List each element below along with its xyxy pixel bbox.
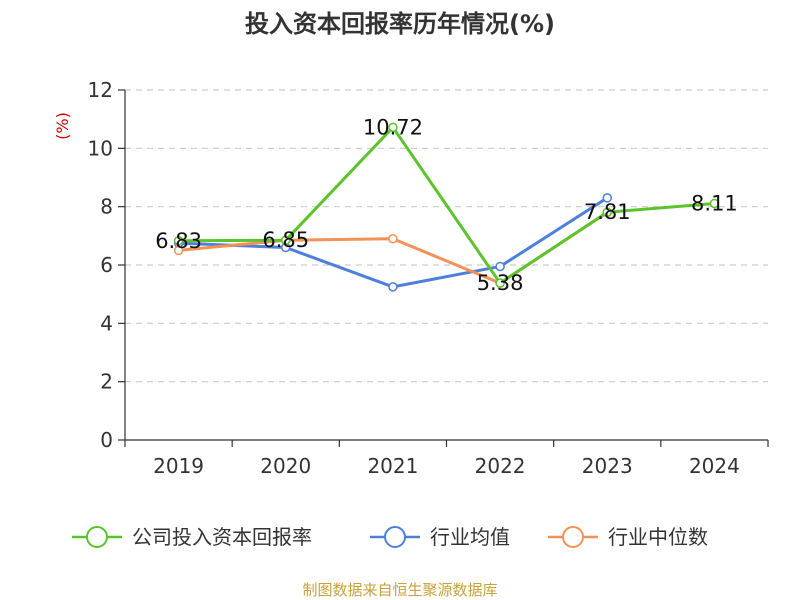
y-tick-label: 10 (88, 136, 113, 160)
legend-item: 行业中位数 (548, 525, 708, 549)
data-point (281, 235, 291, 245)
data-point (173, 245, 184, 256)
x-tick-label: 2020 (260, 454, 311, 478)
series-line (178, 125, 715, 285)
y-axis-label: (%) (53, 112, 72, 140)
data-point (173, 236, 184, 246)
data-label: 6.85 (262, 228, 309, 252)
legend-swatch-marker (562, 526, 584, 548)
data-label: 6.83 (155, 229, 202, 253)
legend: 公司投入资本回报率 行业均值 行业中位数 (72, 525, 708, 549)
series-layer (173, 122, 720, 292)
y-tick-labels: 0 2 4 6 8 10 12 (88, 78, 113, 452)
source-note: 制图数据来自恒生聚源数据库 (302, 581, 497, 599)
y-tick-label: 0 (100, 428, 113, 452)
legend-item: 行业均值 (370, 525, 510, 549)
data-label: 5.38 (477, 271, 524, 295)
x-tick-label: 2019 (153, 454, 204, 478)
y-tick-label: 12 (88, 78, 113, 102)
chart-title: 投入资本回报率历年情况(%) (245, 10, 555, 38)
y-tick-label: 2 (100, 370, 113, 394)
data-label: 10.72 (363, 115, 423, 139)
x-tick-labels: 2019 2020 2021 2022 2023 2024 (153, 454, 740, 478)
x-tick-label: 2022 (475, 454, 526, 478)
data-point (495, 261, 505, 272)
legend-item: 公司投入资本回报率 (72, 525, 312, 549)
data-point (388, 234, 398, 244)
y-tick-label: 4 (100, 311, 113, 335)
legend-label: 公司投入资本回报率 (132, 525, 312, 549)
data-labels: 6.83 6.85 10.72 5.38 7.81 8.11 (155, 115, 738, 295)
legend-label: 行业中位数 (608, 525, 708, 549)
data-point (709, 198, 720, 209)
legend-swatch-marker (86, 526, 108, 548)
series-2 (173, 207, 612, 288)
series-0 (173, 122, 720, 288)
axes (118, 89, 769, 447)
data-label: 8.11 (691, 191, 738, 215)
x-tick-label: 2021 (367, 454, 418, 478)
x-tick-label: 2023 (582, 454, 633, 478)
gridlines (125, 89, 768, 383)
data-point (495, 278, 505, 288)
legend-swatch-marker (384, 526, 406, 548)
legend-label: 行业均值 (430, 525, 510, 549)
data-point (388, 122, 398, 133)
y-tick-label: 8 (100, 195, 113, 219)
data-point (602, 207, 612, 217)
x-tick-label: 2024 (689, 454, 740, 478)
data-point (602, 193, 612, 203)
y-tick-label: 6 (100, 253, 113, 277)
series-line (178, 211, 609, 285)
data-point (388, 282, 398, 292)
data-label: 7.81 (584, 200, 631, 224)
